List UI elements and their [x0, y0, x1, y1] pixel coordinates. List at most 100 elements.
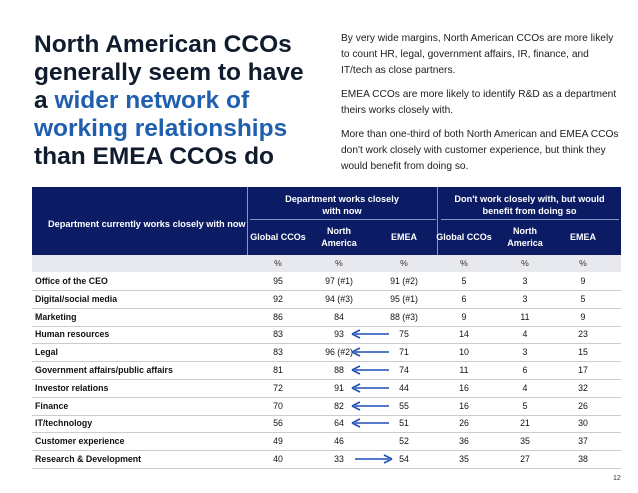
- table-cell: 74: [399, 364, 409, 375]
- table-cell: 16: [459, 382, 469, 393]
- table-cell: 86: [273, 311, 283, 322]
- col-header-global-ccos: Global CCOs: [436, 232, 492, 242]
- group-underline: [250, 219, 436, 220]
- table-header: Department currently works closely with …: [32, 187, 621, 255]
- table-cell: 49: [273, 436, 283, 447]
- table-cell: 83: [273, 347, 283, 358]
- table-cell: 10: [459, 347, 469, 358]
- headline-line-5: than EMEA CCOs do: [34, 143, 275, 170]
- table-cell: 37: [578, 436, 588, 447]
- table-cell: 33: [334, 453, 344, 464]
- headline-line-2: generally seem to have: [34, 59, 304, 86]
- table-cell: 82: [334, 400, 344, 411]
- arrow-left-icon: [351, 400, 389, 411]
- row-label: Research & Development: [35, 453, 142, 464]
- table-cell: 36: [459, 436, 469, 447]
- table-cell: 91 (#2): [390, 275, 418, 286]
- table-cell: 3: [522, 347, 528, 358]
- unit-label: %: [400, 258, 408, 268]
- table-cell: 38: [578, 453, 588, 464]
- row-label: Investor relations: [35, 382, 109, 393]
- unit-label: %: [274, 258, 282, 268]
- unit-label: %: [579, 258, 587, 268]
- table-cell: 81: [273, 364, 283, 375]
- table-cell: 72: [273, 382, 283, 393]
- col-header-global-ccos: Global CCOs: [250, 232, 306, 242]
- table-cell: 44: [399, 382, 409, 393]
- table-cell: 5: [580, 293, 586, 304]
- table-cell: 51: [399, 418, 409, 429]
- arrow-left-icon: [351, 418, 389, 429]
- table-cell: 84: [334, 311, 344, 322]
- col-header-emea: EMEA: [390, 232, 417, 242]
- table-cell: 4: [522, 382, 528, 393]
- table-cell: 6: [461, 293, 467, 304]
- table-row: Office of the CEO 95 97 (#1) 91 (#2) 5 3 9: [32, 272, 621, 291]
- table-cell: 6: [522, 364, 528, 375]
- row-label: Government affairs/public affairs: [35, 364, 173, 375]
- table-cell: 3: [522, 275, 528, 286]
- group-underline: [441, 219, 619, 220]
- arrow-right-icon: [355, 454, 393, 464]
- table-cell: 88 (#3): [390, 311, 418, 322]
- headline-line-3-prefix: a: [34, 87, 55, 114]
- key-findings: By very wide margins, North American CCO…: [341, 31, 621, 183]
- unit-label: %: [335, 258, 343, 268]
- finding-3: More than one-third of both North Americ…: [341, 129, 619, 172]
- table-cell: 52: [399, 436, 409, 447]
- table-cell: 40: [273, 453, 283, 464]
- headline-accent-2: working relationships: [34, 115, 288, 142]
- row-label: Legal: [35, 347, 58, 358]
- unit-label: %: [460, 258, 468, 268]
- table-cell: 95: [273, 275, 283, 286]
- table-cell: 92: [273, 293, 283, 304]
- table-cell: 35: [459, 453, 469, 464]
- col-header-north-america: North America: [507, 226, 543, 248]
- table-cell: 14: [459, 329, 469, 340]
- row-label: Finance: [35, 400, 69, 411]
- table-cell: 96 (#2): [325, 347, 353, 358]
- table-row: Marketing 86 84 88 (#3) 9 11 9: [32, 308, 621, 327]
- table-cell: 75: [399, 329, 409, 340]
- table-cell: 27: [520, 453, 530, 464]
- table-row: Digital/social media 92 94 (#3) 95 (#1) 6 3 5: [32, 290, 621, 309]
- arrow-left-icon: [351, 347, 389, 357]
- table-row: Research & Development 40 33 54 35 27 38: [32, 450, 621, 469]
- col-header-north-america: North America: [321, 226, 357, 248]
- header-divider: [437, 187, 438, 255]
- table-cell: 17: [578, 364, 588, 375]
- row-label: Digital/social media: [35, 293, 118, 304]
- arrow-left-icon: [351, 382, 389, 393]
- table-row: Government affairs/public affairs 81 88 74 1…: [32, 361, 621, 380]
- col-header-emea: EMEA: [569, 232, 596, 242]
- row-label: Marketing: [35, 311, 77, 322]
- group-header-works-closely: Department works closely with now: [285, 194, 399, 216]
- headline-line-1: North American CCOs: [34, 31, 292, 58]
- finding-2: EMEA CCOs are more likely to identify R&…: [341, 89, 617, 116]
- headline: North American CCOs generally seem to ha…: [34, 31, 314, 171]
- finding-1: By very wide margins, North American CCO…: [341, 33, 614, 76]
- table-cell: 70: [273, 400, 283, 411]
- row-label: IT/technology: [35, 418, 93, 429]
- table-row: Investor relations 72 91 44 16 4 32: [32, 379, 621, 398]
- table-cell: 5: [522, 400, 528, 411]
- table-row: Human resources 83 93 75 14 4 23: [32, 325, 621, 345]
- table-row: Customer experience 49 46 52 36 35 37: [32, 432, 621, 452]
- row-header-label: Department currently works closely with …: [48, 219, 246, 229]
- table-cell: 32: [578, 382, 588, 393]
- table-cell: 83: [273, 329, 283, 340]
- table-cell: 9: [580, 275, 586, 286]
- page-number: 12: [613, 475, 621, 482]
- unit-label: %: [521, 258, 529, 268]
- table-cell: 56: [273, 418, 283, 429]
- row-label: Human resources: [35, 329, 110, 340]
- group-header-would-benefit: Don't work closely with, but would benef…: [454, 194, 605, 216]
- row-label: Customer experience: [35, 436, 125, 447]
- arrow-left-icon: [351, 329, 389, 340]
- table-cell: 88: [334, 364, 344, 375]
- table-cell: 15: [578, 347, 588, 358]
- headline-line-3: a wider network of: [34, 87, 314, 115]
- arrow-left-icon: [351, 365, 389, 375]
- table-cell: 16: [459, 400, 469, 411]
- table-cell: 55: [399, 400, 409, 411]
